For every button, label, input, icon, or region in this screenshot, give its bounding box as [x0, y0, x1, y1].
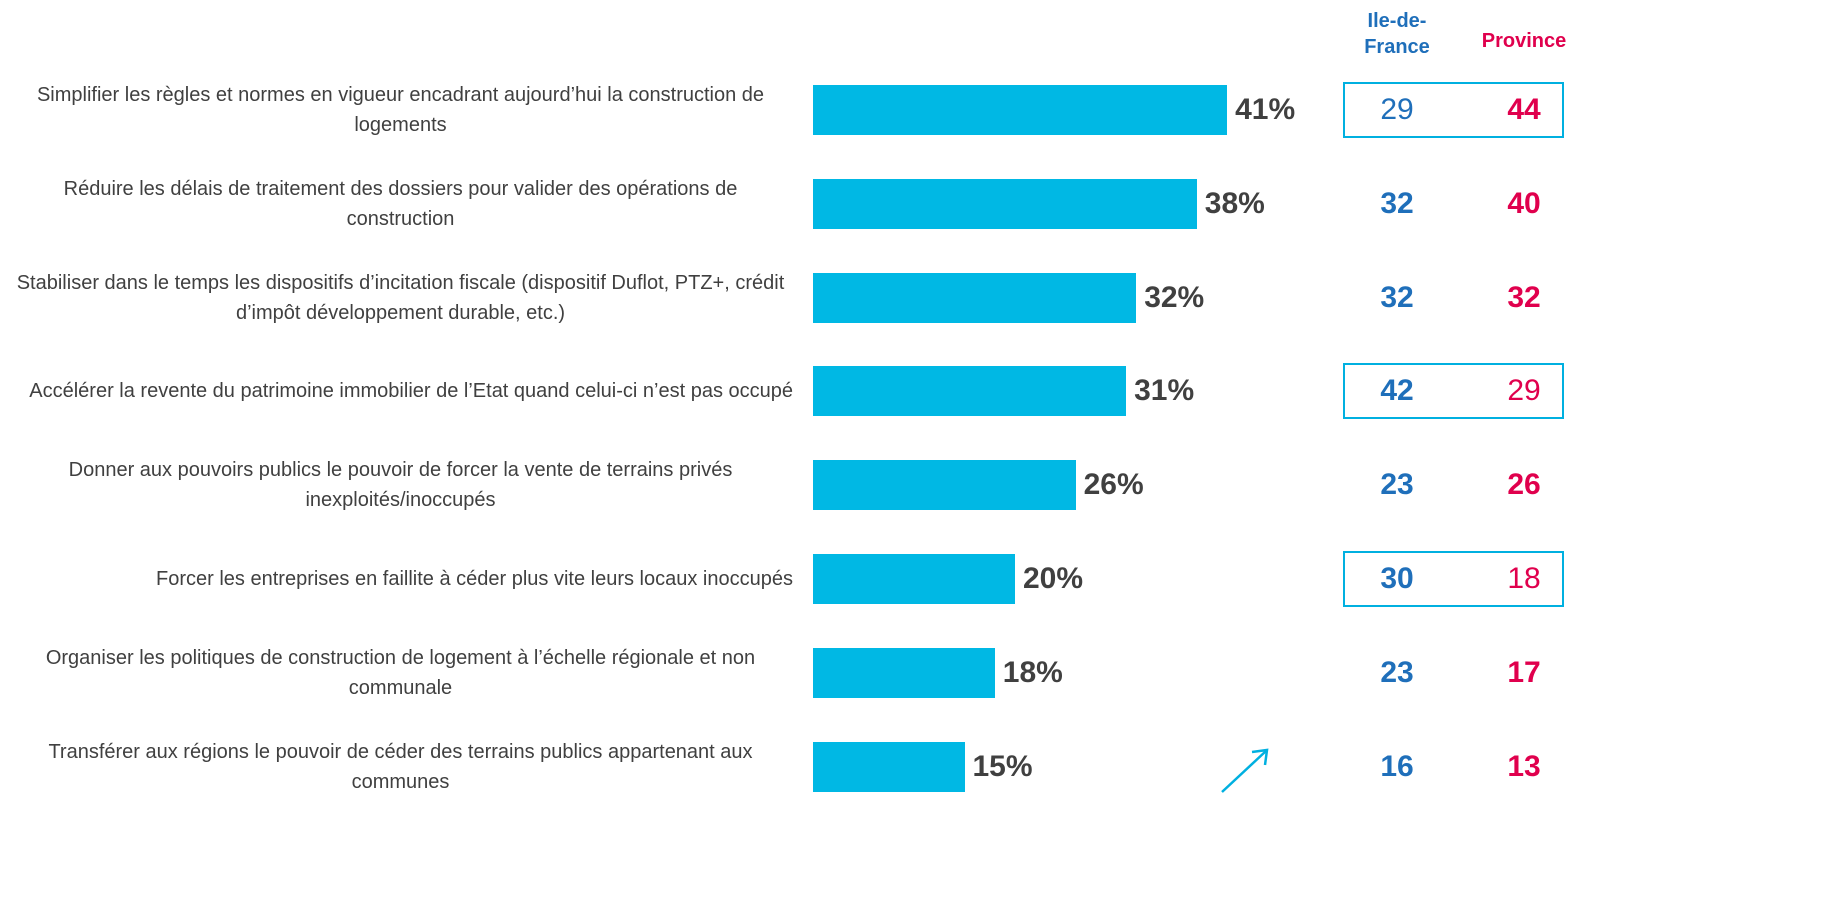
- table-value: 18: [1507, 562, 1541, 595]
- category-label: Organiser les politiques de construction…: [45, 646, 756, 699]
- table-value: 13: [1507, 749, 1541, 783]
- category-label: Stabiliser dans le temps les dispositifs…: [16, 271, 785, 324]
- table-value: 23: [1380, 655, 1414, 689]
- bar: [813, 366, 1127, 417]
- category-label: Donner aux pouvoirs publics le pouvoir d…: [68, 459, 733, 512]
- table-value: 40: [1507, 186, 1541, 220]
- value-label: 18%: [1002, 655, 1063, 689]
- table-value: 42: [1380, 374, 1414, 408]
- category-label: Accélérer la revente du patrimoine immob…: [29, 380, 793, 403]
- bar: [813, 460, 1076, 511]
- value-label: 26%: [1083, 468, 1144, 502]
- highlight-box: [1343, 82, 1564, 138]
- table-value: 44: [1507, 93, 1541, 126]
- table-value: 29: [1507, 374, 1541, 408]
- table-value: 16: [1380, 749, 1414, 783]
- bar: [813, 647, 995, 698]
- value-label: 31%: [1134, 374, 1195, 408]
- column-header: Ile-de-France: [1364, 10, 1430, 58]
- table-value: 23: [1380, 468, 1414, 502]
- table-value: 30: [1380, 562, 1414, 595]
- table-value: 32: [1380, 186, 1414, 220]
- category-label: Transférer aux régions le pouvoir de céd…: [48, 740, 753, 793]
- highlight-box: [1343, 551, 1564, 607]
- column-header: Province: [1481, 30, 1567, 52]
- category-label: Simplifier les règles et normes en vigue…: [36, 84, 765, 136]
- table-value: 17: [1507, 655, 1541, 689]
- table-value: 32: [1507, 280, 1541, 314]
- bar: [813, 554, 1015, 604]
- bar: [813, 85, 1228, 135]
- arrow: [1221, 750, 1267, 793]
- table-value: 32: [1380, 280, 1414, 314]
- value-label: 15%: [972, 749, 1033, 783]
- highlight-box: [1343, 363, 1564, 420]
- bar: [813, 741, 965, 792]
- value-label: 38%: [1204, 186, 1265, 220]
- table-value: 26: [1507, 468, 1541, 502]
- table-value: 29: [1380, 93, 1414, 126]
- value-label: 20%: [1023, 562, 1084, 595]
- value-label: 41%: [1235, 93, 1296, 126]
- bar: [813, 272, 1137, 323]
- value-label: 32%: [1144, 280, 1205, 314]
- bar: [813, 178, 1197, 229]
- category-label: Réduire les délais de traitement des dos…: [63, 177, 738, 230]
- category-label: Forcer les entreprises en faillite à céd…: [156, 568, 793, 590]
- arrow-head: [1251, 748, 1269, 766]
